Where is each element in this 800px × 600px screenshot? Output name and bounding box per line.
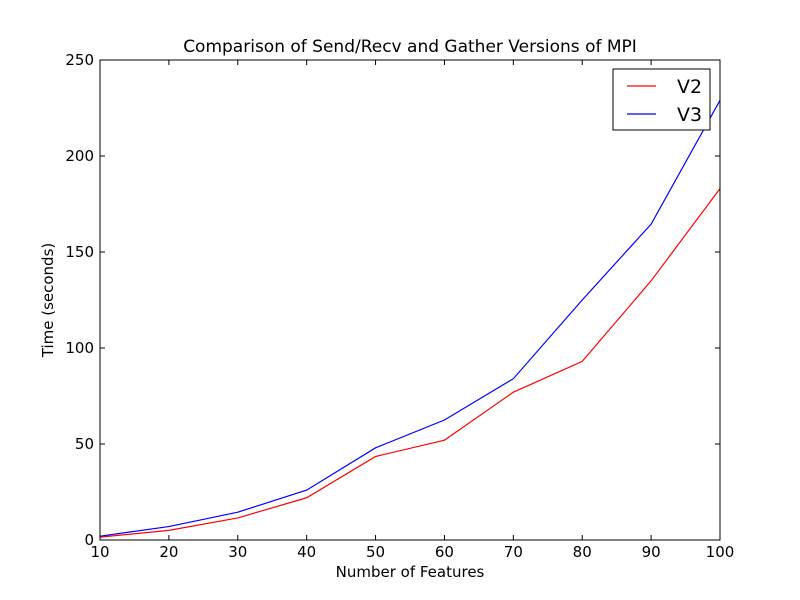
legend-box — [612, 68, 711, 131]
x-tick-label: 90 — [642, 543, 661, 561]
axis-ticks: 10 20 30 40 50 60 70 80 90 100 0 50 100 150 200 250 — [65, 51, 734, 561]
series-line-v2 — [99, 188, 721, 538]
x-axis-label: Number of Features — [336, 563, 485, 581]
legend-label-v3: V3 — [677, 104, 702, 126]
x-tick-label: 60 — [435, 543, 454, 561]
y-tick-label: 200 — [65, 147, 94, 165]
x-tick-label: 80 — [573, 543, 592, 561]
x-tick-label: 50 — [366, 543, 385, 561]
y-tick-label: 50 — [75, 435, 94, 453]
legend-label-v2: V2 — [677, 76, 702, 98]
y-tick-label: 250 — [65, 51, 94, 69]
x-tick-label: 70 — [504, 543, 523, 561]
plot-frame — [99, 59, 721, 541]
x-tick-label: 30 — [228, 543, 247, 561]
chart-title: Comparison of Send/Recv and Gather Versi… — [183, 37, 637, 57]
x-tick-label: 40 — [297, 543, 316, 561]
series-lines — [99, 100, 721, 538]
x-tick-label: 10 — [90, 543, 109, 561]
series-line-v3 — [99, 100, 721, 537]
x-tick-label: 20 — [159, 543, 178, 561]
y-axis-label: Time (seconds) — [39, 243, 57, 359]
y-tick-label: 150 — [65, 243, 94, 261]
y-tick-label: 100 — [65, 339, 94, 357]
y-tick-label: 0 — [84, 531, 94, 549]
x-tick-label: 100 — [706, 543, 735, 561]
